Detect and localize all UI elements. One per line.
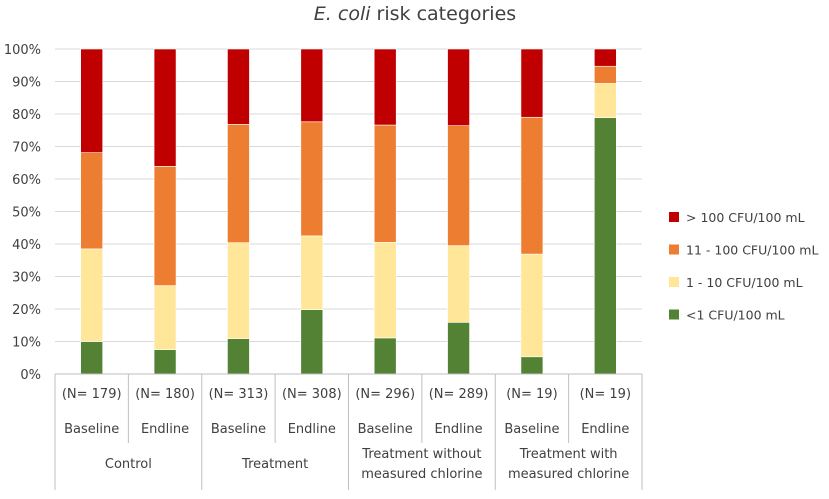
y-tick-label: 70%: [12, 141, 41, 156]
bar-segment: [153, 285, 177, 350]
bar-segment: [594, 117, 617, 375]
group-label: Treatment with: [519, 447, 618, 462]
bar-segment: [447, 125, 470, 246]
n-label: (N= 179): [62, 387, 122, 402]
y-tick-label: 40%: [12, 238, 41, 253]
bar-segment: [520, 253, 544, 358]
chart-title-rest: risk categories: [371, 3, 517, 25]
group-label: Treatment without: [361, 447, 481, 462]
bar-segment: [447, 322, 470, 375]
bar-segment: [300, 121, 324, 237]
period-label: Endline: [141, 422, 189, 437]
bar-segment: [227, 48, 250, 125]
n-label: (N= 19): [506, 387, 557, 402]
group-label: Treatment: [241, 457, 308, 472]
bar-segment: [373, 48, 397, 126]
period-label: Baseline: [64, 422, 119, 437]
bar-segment: [373, 124, 397, 243]
bar-segment: [447, 48, 470, 126]
legend-swatch: [669, 244, 679, 255]
bar-segment: [520, 116, 544, 255]
period-label: Endline: [288, 422, 336, 437]
bar-segment: [300, 235, 324, 310]
bar-segment: [520, 356, 544, 375]
bar-segment: [80, 248, 103, 342]
chart-title: E. coli risk categories: [314, 3, 516, 25]
n-label: (N= 296): [355, 387, 415, 402]
y-tick-label: 0%: [20, 368, 41, 383]
group-label: Control: [105, 457, 152, 472]
legend-swatch: [669, 309, 679, 320]
y-tick-label: 100%: [4, 43, 41, 58]
bar-segment: [227, 124, 250, 244]
bar-segment: [520, 48, 544, 118]
n-label: (N= 289): [429, 387, 489, 402]
n-label: (N= 308): [282, 387, 342, 402]
y-tick-label: 10%: [12, 336, 41, 351]
legend-swatch: [669, 212, 679, 222]
bar-segment: [153, 349, 177, 375]
y-tick-label: 90%: [12, 76, 41, 91]
n-label: (N= 313): [209, 387, 269, 402]
bar-segment: [447, 245, 470, 323]
bar-segment: [227, 338, 250, 375]
n-label: (N= 180): [135, 387, 195, 402]
period-label: Baseline: [504, 422, 559, 437]
y-tick-label: 80%: [12, 108, 41, 123]
y-tick-label: 20%: [12, 303, 41, 318]
group-label: measured chlorine: [508, 467, 629, 482]
bar-segment: [153, 48, 177, 167]
bar-segment: [80, 152, 103, 250]
period-label: Endline: [434, 422, 482, 437]
bar-segment: [594, 83, 617, 118]
chart-title-italic: E. coli: [314, 3, 371, 25]
bar-segment: [227, 242, 250, 339]
period-label: Baseline: [211, 422, 266, 437]
n-label: (N= 19): [580, 387, 631, 402]
bar-segment: [80, 48, 103, 153]
bar-segment: [80, 341, 103, 375]
legend-label: <1 CFU/100 mL: [686, 308, 785, 323]
bar-segment: [373, 242, 397, 339]
y-tick-label: 50%: [12, 206, 41, 221]
bar-segment: [300, 309, 324, 375]
bar-segment: [373, 337, 397, 375]
legend-label: 11 - 100 CFU/100 mL: [686, 243, 818, 258]
legend-swatch: [669, 277, 679, 287]
period-label: Baseline: [358, 422, 413, 437]
group-label: measured chlorine: [361, 467, 482, 482]
bar-segment: [300, 48, 324, 123]
bar-segment: [594, 48, 617, 67]
period-label: Endline: [581, 422, 629, 437]
bar-segment: [153, 166, 177, 286]
y-tick-label: 30%: [12, 271, 41, 286]
y-tick-label: 60%: [12, 173, 41, 188]
legend-label: 1 - 10 CFU/100 mL: [686, 275, 803, 290]
legend-label: > 100 CFU/100 mL: [686, 210, 805, 225]
bar-segment: [594, 65, 617, 84]
